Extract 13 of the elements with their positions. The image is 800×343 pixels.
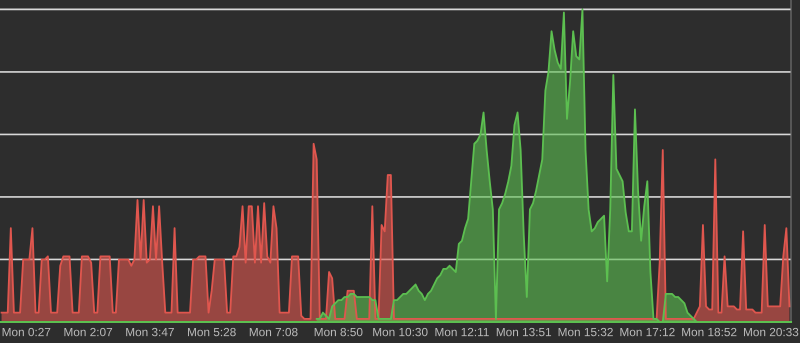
x-tick-label: Mon 0:27 [2,328,50,336]
x-tick-label: Mon 20:33 [744,328,798,336]
x-tick-label: Mon 10:30 [373,328,428,336]
x-tick-label: Mon 8:50 [314,328,362,336]
x-tick-label: Mon 7:08 [250,328,298,336]
x-tick-label: Mon 13:51 [496,328,552,336]
x-tick-label: Mon 18:52 [682,328,736,336]
x-tick-label: Mon 3:47 [126,328,174,336]
x-tick-label: Mon 5:28 [188,328,236,336]
x-tick-label: Mon 15:32 [558,328,613,336]
x-tick-label: Mon 17:12 [620,328,675,336]
x-tick-label: Mon 2:07 [64,328,112,336]
x-tick-label: Mon 12:11 [435,328,489,336]
